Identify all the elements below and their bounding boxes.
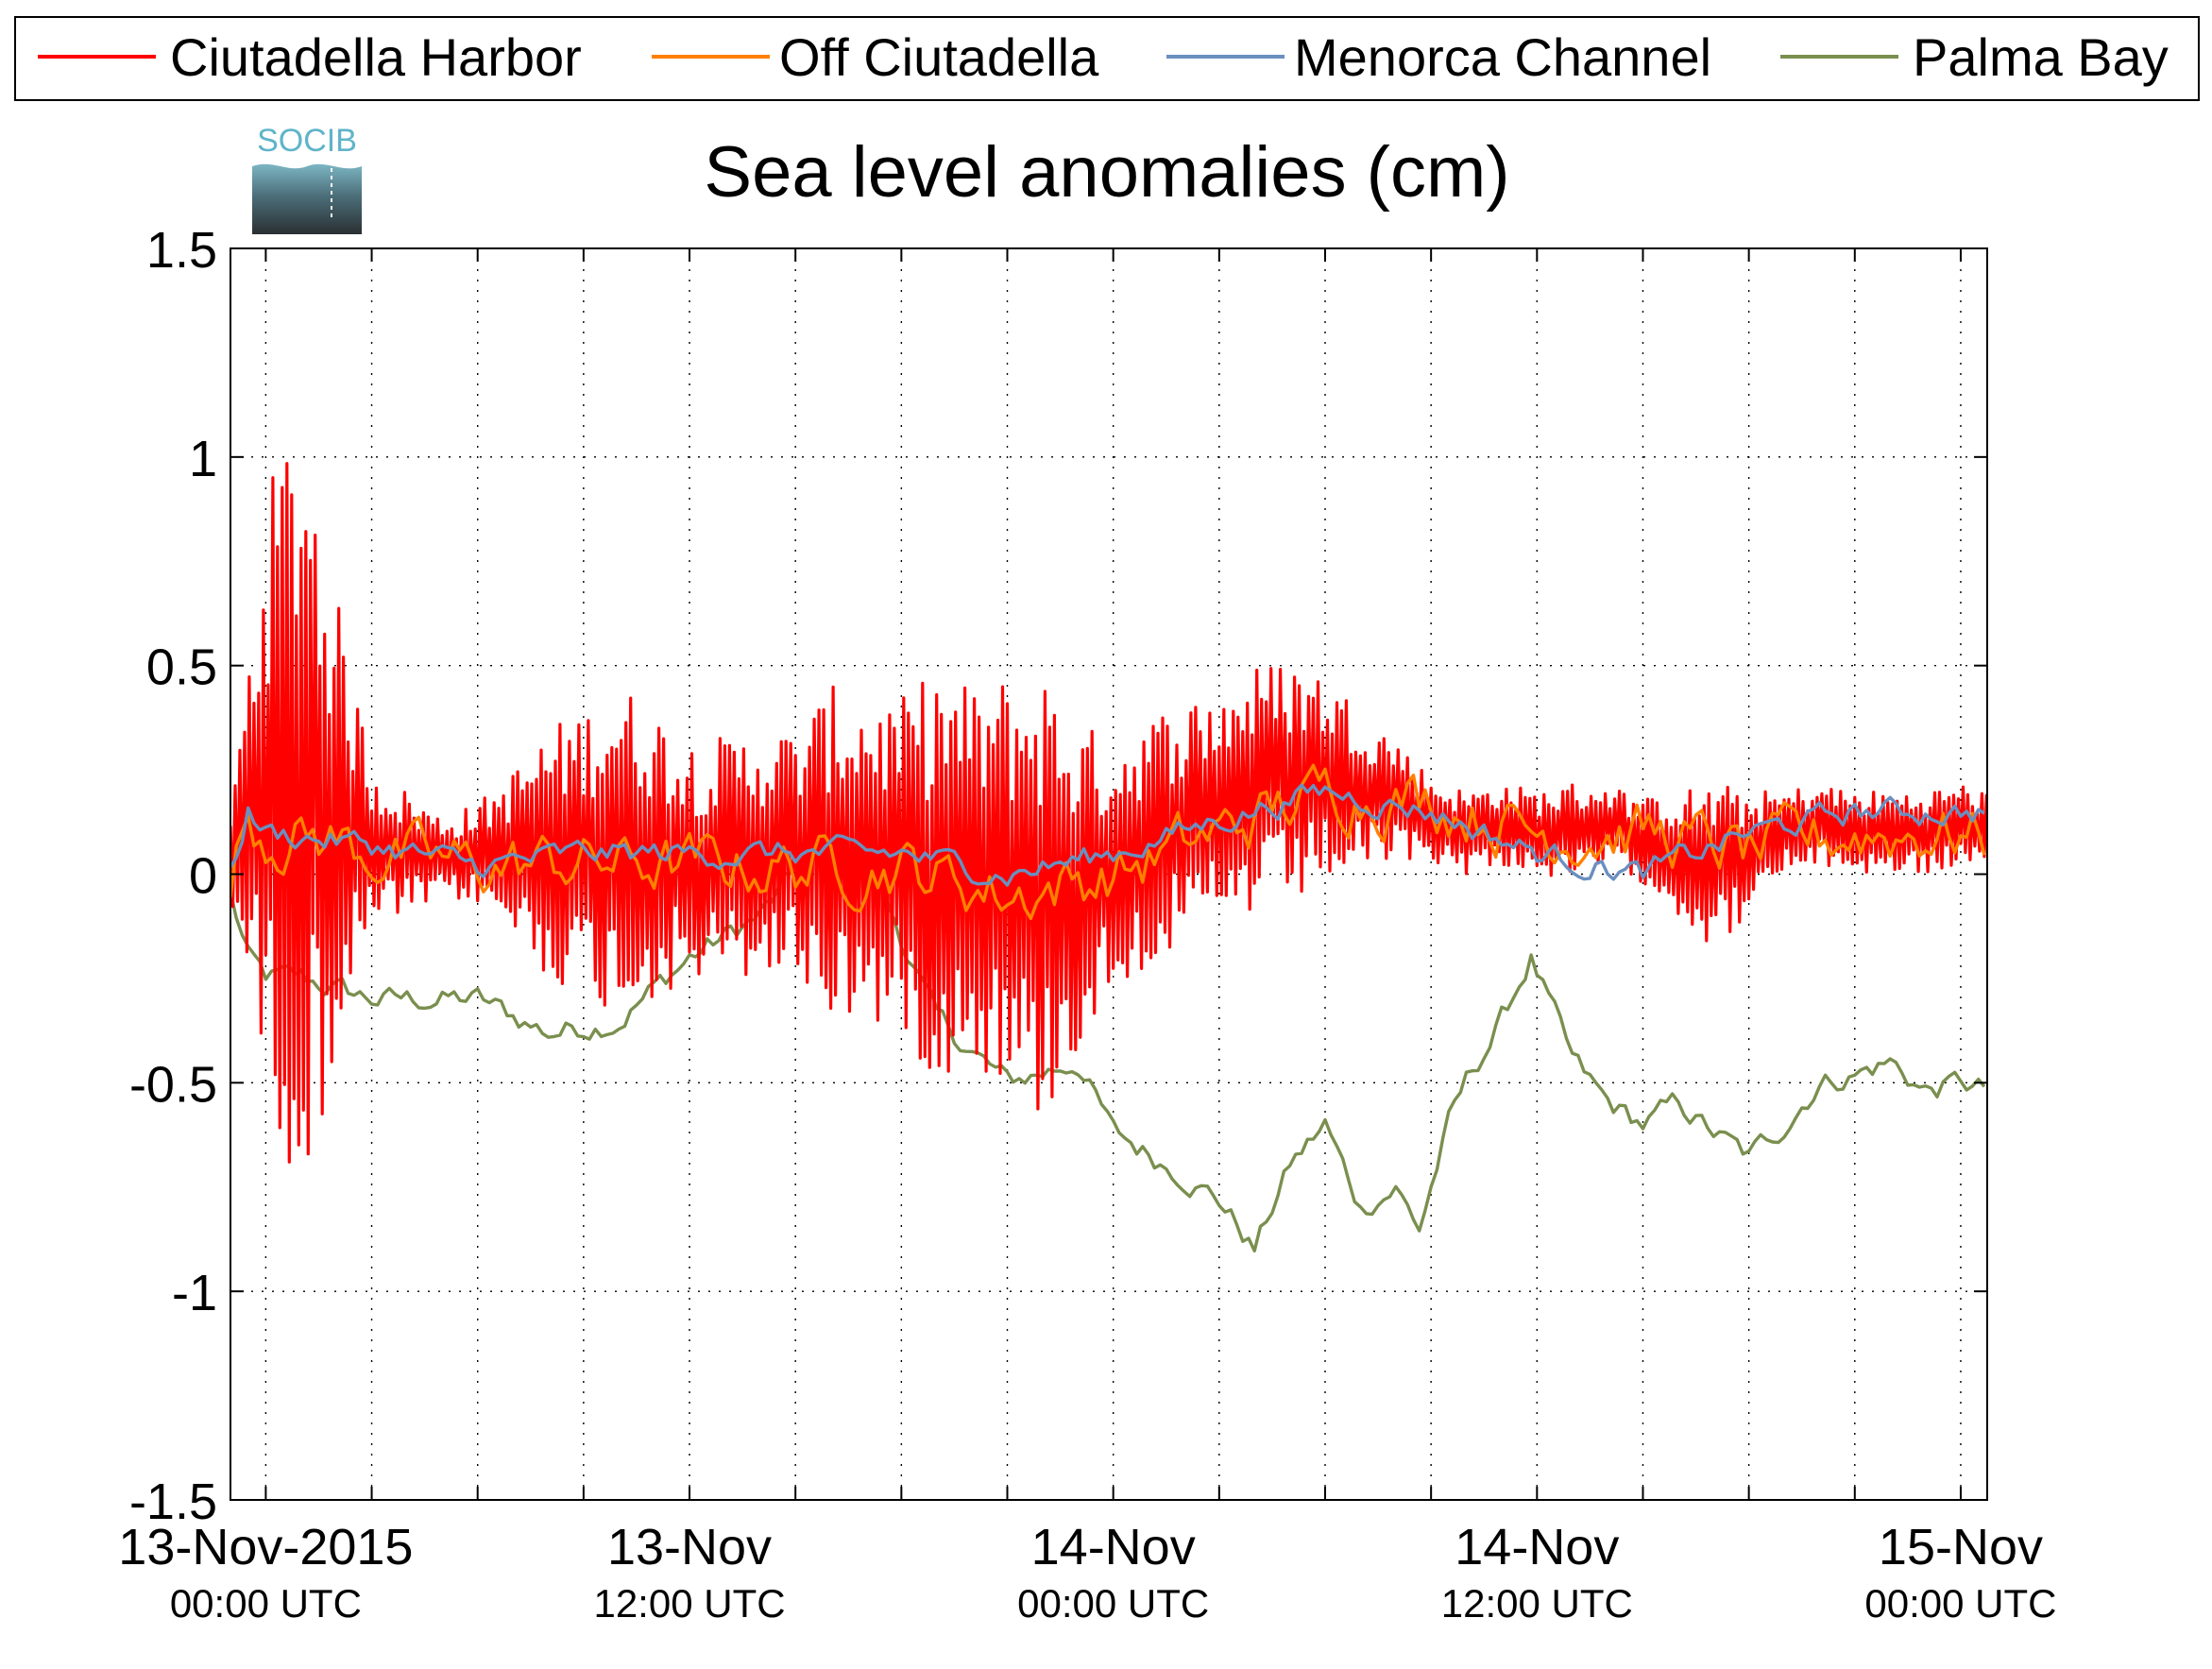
x-tick-label: 13-Nov-2015 — [118, 1519, 413, 1575]
x-tick-label: 15-Nov — [1879, 1519, 2043, 1575]
logo-text: SOCIB — [257, 123, 357, 159]
legend-label: Palma Bay — [1913, 27, 2169, 87]
y-tick-label: 0 — [189, 848, 217, 905]
legend-label: Ciutadella Harbor — [170, 27, 582, 87]
y-tick-label: -1.5 — [129, 1473, 217, 1530]
y-tick-label: 0.5 — [146, 639, 217, 696]
x-axis-tick-labels: 13-Nov-2015 00:00 UTC 13-Nov 12:00 UTC 14-No… — [118, 1519, 2056, 1626]
x-tick-label: 13-Nov — [607, 1519, 772, 1575]
logo-wave — [252, 163, 362, 234]
x-tick-sublabel: 00:00 UTC — [170, 1581, 362, 1626]
legend-label: Menorca Channel — [1294, 27, 1711, 87]
y-tick-label: 1.5 — [146, 222, 217, 279]
legend-label: Off Ciutadella — [779, 27, 1099, 87]
series-line-menorca-channel — [230, 783, 1985, 887]
x-tick-sublabel: 12:00 UTC — [1441, 1581, 1633, 1626]
series-layer — [230, 462, 1987, 1252]
gridlines — [230, 247, 1987, 1501]
series-line-off-ciutadella — [230, 763, 1986, 921]
x-tick-label: 14-Nov — [1455, 1519, 1619, 1575]
y-tick-label: -1 — [172, 1265, 217, 1321]
axis-ticks — [230, 247, 1987, 1501]
x-tick-sublabel: 00:00 UTC — [1864, 1581, 2056, 1626]
x-tick-sublabel: 00:00 UTC — [1017, 1581, 1209, 1626]
series-line-ciutadella-harbor — [230, 462, 1987, 1164]
y-tick-label: 1 — [189, 431, 217, 487]
socib-logo: SOCIB — [252, 123, 362, 234]
x-tick-label: 14-Nov — [1031, 1519, 1196, 1575]
series-line-palma-bay — [230, 850, 1986, 1252]
legend: Ciutadella Harbor Off Ciutadella Menorca C… — [14, 16, 2200, 101]
chart-title: Sea level anomalies (cm) — [704, 132, 1509, 213]
x-tick-sublabel: 12:00 UTC — [593, 1581, 785, 1626]
plot-area — [230, 247, 1988, 1501]
y-tick-label: -0.5 — [129, 1056, 217, 1113]
y-axis-tick-labels: -1.5 -1 -0.5 0 0.5 1 1.5 — [129, 222, 217, 1530]
